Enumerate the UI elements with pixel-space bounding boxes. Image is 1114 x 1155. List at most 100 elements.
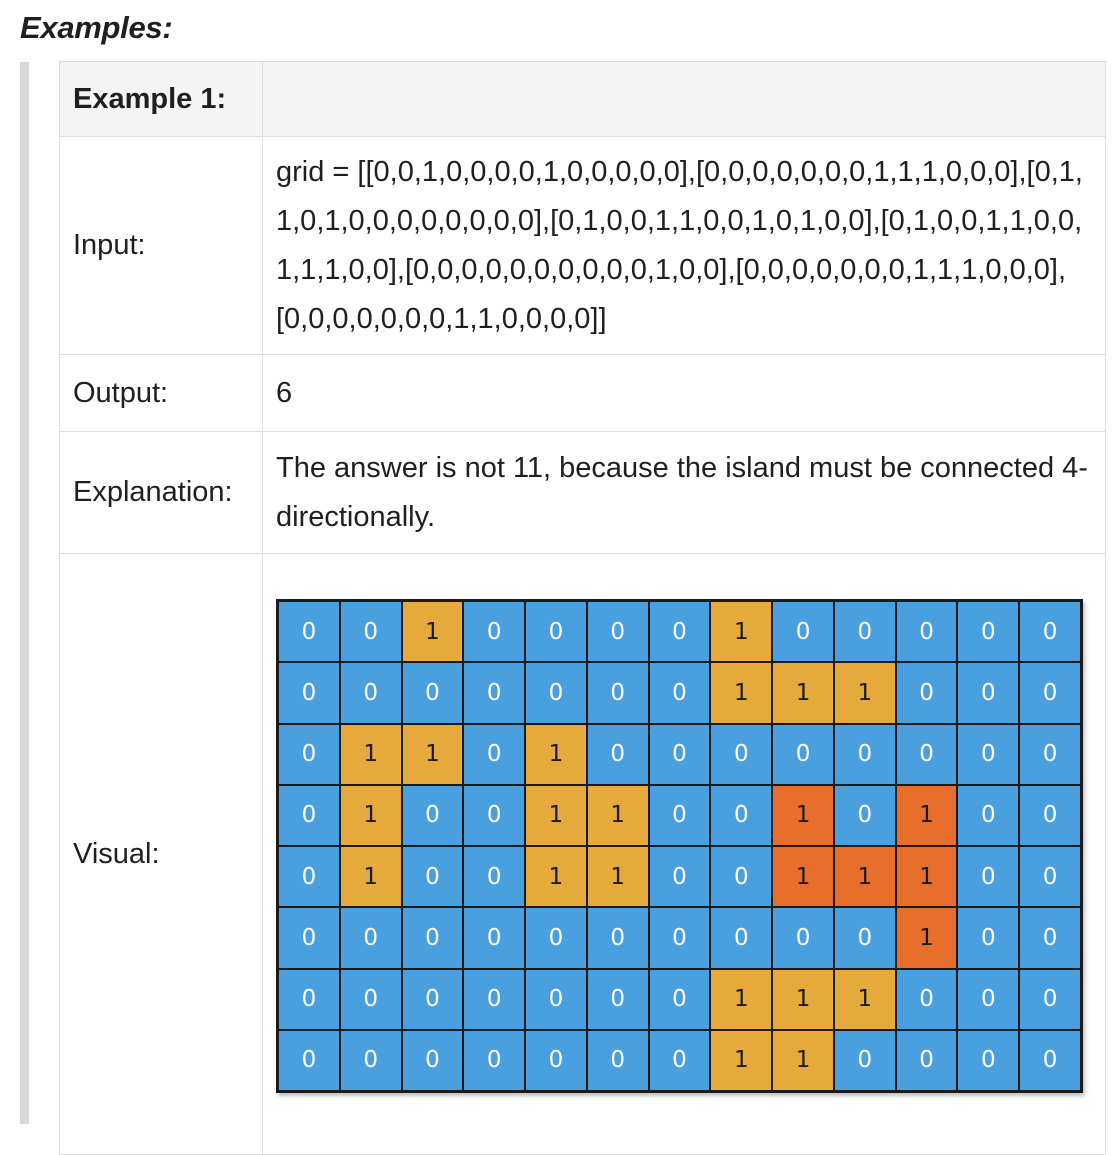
grid-cell: 0 bbox=[586, 723, 649, 785]
example-header-empty bbox=[262, 61, 1106, 137]
explanation-value-cell: The answer is not 11, because the island… bbox=[262, 431, 1106, 554]
input-value: grid = [[0,0,1,0,0,0,0,1,0,0,0,0,0],[0,0… bbox=[276, 155, 1083, 335]
grid-cell: 0 bbox=[772, 601, 834, 663]
grid-cell: 0 bbox=[957, 662, 1020, 724]
grid-cell: 0 bbox=[648, 846, 711, 908]
explanation-row: Explanation: The answer is not 11, becau… bbox=[59, 431, 1106, 554]
grid-cell: 0 bbox=[895, 601, 958, 663]
grid-cell: 0 bbox=[957, 723, 1020, 785]
grid-cell: 0 bbox=[957, 846, 1020, 908]
grid-cell: 0 bbox=[1019, 784, 1081, 846]
grid-cell: 1 bbox=[772, 662, 834, 724]
visual-label: Visual: bbox=[59, 553, 263, 1155]
grid-cell: 0 bbox=[772, 723, 834, 785]
grid-cell: 0 bbox=[401, 907, 464, 969]
grid-cell: 1 bbox=[895, 784, 958, 846]
grid-cell: 0 bbox=[525, 601, 587, 663]
grid-cell: 1 bbox=[339, 784, 402, 846]
input-value-cell: grid = [[0,0,1,0,0,0,0,1,0,0,0,0,0],[0,0… bbox=[262, 136, 1106, 355]
blockquote-bar bbox=[20, 62, 29, 1124]
grid-cell: 0 bbox=[278, 784, 340, 846]
grid-cell: 0 bbox=[1019, 662, 1081, 724]
grid-cell: 0 bbox=[463, 1029, 526, 1091]
grid-cell: 0 bbox=[648, 907, 711, 969]
grid-cell: 0 bbox=[525, 968, 587, 1030]
example-table: Example 1: Input: grid = [[0,0,1,0,0,0,0… bbox=[59, 61, 1106, 1155]
grid-cell: 0 bbox=[833, 784, 896, 846]
grid-cell: 1 bbox=[710, 662, 773, 724]
grid-cell: 1 bbox=[710, 968, 773, 1030]
grid-cell: 0 bbox=[586, 601, 649, 663]
grid-cell: 0 bbox=[525, 907, 587, 969]
input-label: Input: bbox=[59, 136, 263, 355]
grid-cell: 1 bbox=[586, 784, 649, 846]
grid-cell: 0 bbox=[586, 1029, 649, 1091]
grid-cell: 1 bbox=[525, 846, 587, 908]
grid-cell: 0 bbox=[710, 846, 773, 908]
grid-cell: 0 bbox=[463, 907, 526, 969]
grid-cell: 1 bbox=[401, 723, 464, 785]
grid-cell: 0 bbox=[648, 662, 711, 724]
grid-cell: 0 bbox=[895, 1029, 958, 1091]
grid-cell: 0 bbox=[278, 662, 340, 724]
grid-cell: 0 bbox=[895, 968, 958, 1030]
examples-heading: Examples: bbox=[20, 10, 173, 45]
grid-cell: 0 bbox=[339, 601, 402, 663]
grid-cell: 0 bbox=[463, 723, 526, 785]
grid-cell: 0 bbox=[401, 1029, 464, 1091]
grid-cell: 0 bbox=[648, 723, 711, 785]
grid-cell: 0 bbox=[833, 723, 896, 785]
grid-cell: 1 bbox=[339, 846, 402, 908]
grid-cell: 0 bbox=[957, 601, 1020, 663]
grid-cell: 0 bbox=[278, 907, 340, 969]
output-value: 6 bbox=[262, 354, 1106, 432]
grid-cell: 1 bbox=[772, 784, 834, 846]
grid-cell: 0 bbox=[401, 846, 464, 908]
output-row: Output: 6 bbox=[59, 354, 1106, 432]
grid-cell: 0 bbox=[957, 784, 1020, 846]
grid-cell: 0 bbox=[586, 907, 649, 969]
grid-cell: 0 bbox=[463, 784, 526, 846]
grid-cell: 0 bbox=[463, 662, 526, 724]
grid-cell: 1 bbox=[525, 723, 587, 785]
grid-cell: 0 bbox=[586, 662, 649, 724]
grid-cell: 0 bbox=[833, 1029, 896, 1091]
grid-cell: 1 bbox=[833, 662, 896, 724]
grid-cell: 0 bbox=[278, 601, 340, 663]
grid-cell: 1 bbox=[895, 846, 958, 908]
grid-cell: 0 bbox=[710, 723, 773, 785]
grid-cell: 0 bbox=[525, 662, 587, 724]
grid-cell: 1 bbox=[772, 846, 834, 908]
grid-cell: 0 bbox=[401, 968, 464, 1030]
grid-cell: 1 bbox=[833, 968, 896, 1030]
grid-cell: 0 bbox=[1019, 846, 1081, 908]
grid-cell: 0 bbox=[648, 784, 711, 846]
grid-cell: 0 bbox=[710, 784, 773, 846]
explanation-value: The answer is not 11, because the island… bbox=[276, 451, 1088, 533]
grid-cell: 0 bbox=[339, 907, 402, 969]
example-title: Example 1: bbox=[59, 61, 263, 137]
grid-cell: 0 bbox=[278, 723, 340, 785]
grid-cell: 0 bbox=[339, 1029, 402, 1091]
grid-cell: 0 bbox=[278, 846, 340, 908]
input-row: Input: grid = [[0,0,1,0,0,0,0,1,0,0,0,0,… bbox=[59, 136, 1106, 355]
grid-cell: 0 bbox=[648, 601, 711, 663]
grid-cell: 0 bbox=[586, 968, 649, 1030]
grid-cell: 0 bbox=[833, 601, 896, 663]
grid-cell: 0 bbox=[401, 662, 464, 724]
grid-cell: 0 bbox=[833, 907, 896, 969]
grid-cell: 1 bbox=[710, 1029, 773, 1091]
grid-cell: 1 bbox=[710, 601, 773, 663]
grid-cell: 0 bbox=[648, 968, 711, 1030]
grid-cell: 0 bbox=[957, 907, 1020, 969]
grid-cell: 0 bbox=[463, 601, 526, 663]
grid-cell: 0 bbox=[1019, 601, 1081, 663]
grid-cell: 1 bbox=[525, 784, 587, 846]
grid-cell: 1 bbox=[339, 723, 402, 785]
grid-cell: 0 bbox=[1019, 723, 1081, 785]
grid-cell: 0 bbox=[339, 968, 402, 1030]
grid-cell: 0 bbox=[1019, 1029, 1081, 1091]
